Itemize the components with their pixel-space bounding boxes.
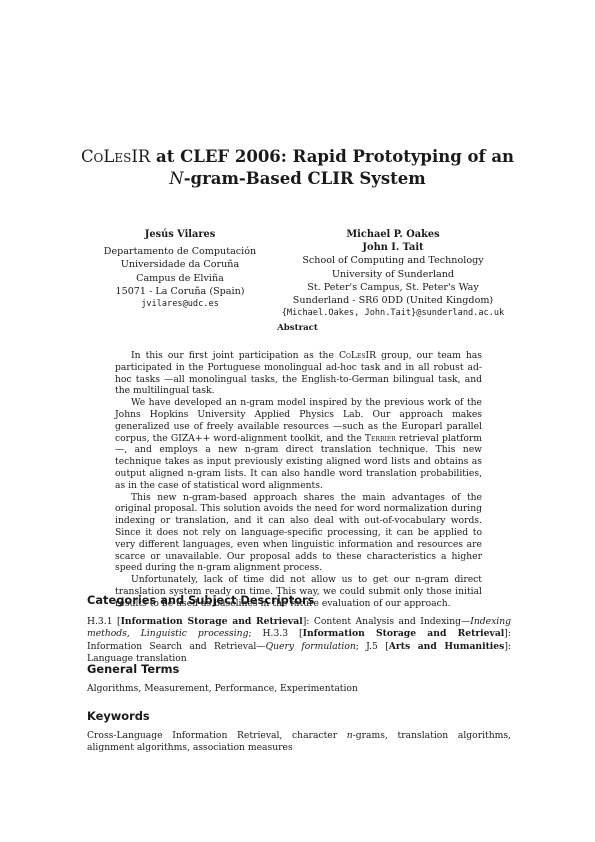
affiliation-line: Sunderland - SR6 0DD (United Kingdom) <box>292 295 494 307</box>
title-part-2: -gram-Based CLIR System <box>183 169 426 188</box>
text-span: In this our first joint participation as… <box>131 350 339 361</box>
group-name-smallcaps: CoLesIR <box>338 350 377 361</box>
text-span: ; J.5 [ <box>355 640 389 652</box>
categories-heading: Categories and Subject Descriptors <box>87 593 315 607</box>
abstract-paragraph: In this our first joint participation as… <box>115 350 482 397</box>
author-email: {Michael.Oakes, John.Tait}@sunderland.ac… <box>281 308 505 319</box>
author-block-left: Jesús Vilares Departamento de Computació… <box>100 228 260 311</box>
affiliation-line: Departamento de Computación <box>103 246 257 258</box>
affiliation-line: St. Peter's Campus, St. Peter's Way <box>307 281 479 293</box>
categories-body: H.3.1 [Information Storage and Retrieval… <box>87 616 511 666</box>
general-terms-body: Algorithms, Measurement, Performance, Ex… <box>87 683 358 694</box>
bold-term: Information Storage and Retrieval <box>302 628 505 640</box>
text-span: retrieval platform—, and employs a new n… <box>115 432 482 491</box>
bold-term: Information Storage and Retrieval <box>120 616 303 627</box>
author-name: Michael P. Oakes <box>346 229 440 240</box>
author-email: jvilares@udc.es <box>141 299 219 310</box>
text-span: H.3.1 [ <box>87 616 121 627</box>
author-block-right: Michael P. Oakes John I. Tait School of … <box>262 228 524 320</box>
text-span: ]: Information Search and Retrieval— <box>87 628 511 652</box>
abstract-heading: Abstract <box>277 323 318 333</box>
italic-term: Query formulation <box>265 640 356 652</box>
title-group-name: CoLesIR <box>80 147 151 166</box>
affiliation-line: University of Sunderland <box>331 268 455 280</box>
text-span: ]: Language translation <box>87 640 512 665</box>
affiliation-line: Universidade da Coruña <box>120 259 240 271</box>
abstract-paragraph: We have developed an n-gram model inspir… <box>115 397 482 491</box>
text-span: group, our team has participated in the … <box>115 350 482 397</box>
keywords-body: Cross-Language Information Retrieval, ch… <box>87 730 511 755</box>
italic-term: Indexing methods, Linguistic processing <box>87 616 511 640</box>
text-span: ]: Content Analysis and Indexing— <box>302 616 471 627</box>
abstract-paragraph: Unfortunately, lack of time did not allo… <box>115 574 482 609</box>
text-span: Cross-Language Information Retrieval, ch… <box>87 730 347 741</box>
affiliation-line: 15071 - La Coruña (Spain) <box>115 285 245 297</box>
text-span: -grams, translation algorithms, alignmen… <box>87 730 511 754</box>
bold-term: Arts and Humanities <box>388 640 505 652</box>
abstract-paragraph: This new n-gram-based approach shares th… <box>115 491 482 574</box>
author-name: John I. Tait <box>362 242 424 254</box>
title-n-italic: N <box>169 169 184 188</box>
affiliation-line: School of Computing and Technology <box>302 255 484 267</box>
terrier-smallcaps: Terrier <box>364 432 396 444</box>
paper-title: CoLesIR at CLEF 2006: Rapid Prototyping … <box>60 146 535 190</box>
general-terms-heading: General Terms <box>87 662 180 676</box>
italic-term: n <box>346 730 353 741</box>
author-name: Jesús Vilares <box>144 229 216 240</box>
title-part-1: at CLEF 2006: Rapid Prototyping of an <box>150 147 515 166</box>
keywords-heading: Keywords <box>87 709 150 723</box>
text-span: We have developed an n-gram model inspir… <box>115 397 482 444</box>
affiliation-line: Campus de Elviña <box>136 272 224 284</box>
text-span: ; H.3.3 [ <box>248 628 303 640</box>
abstract-body: In this our first joint participation as… <box>115 350 482 610</box>
